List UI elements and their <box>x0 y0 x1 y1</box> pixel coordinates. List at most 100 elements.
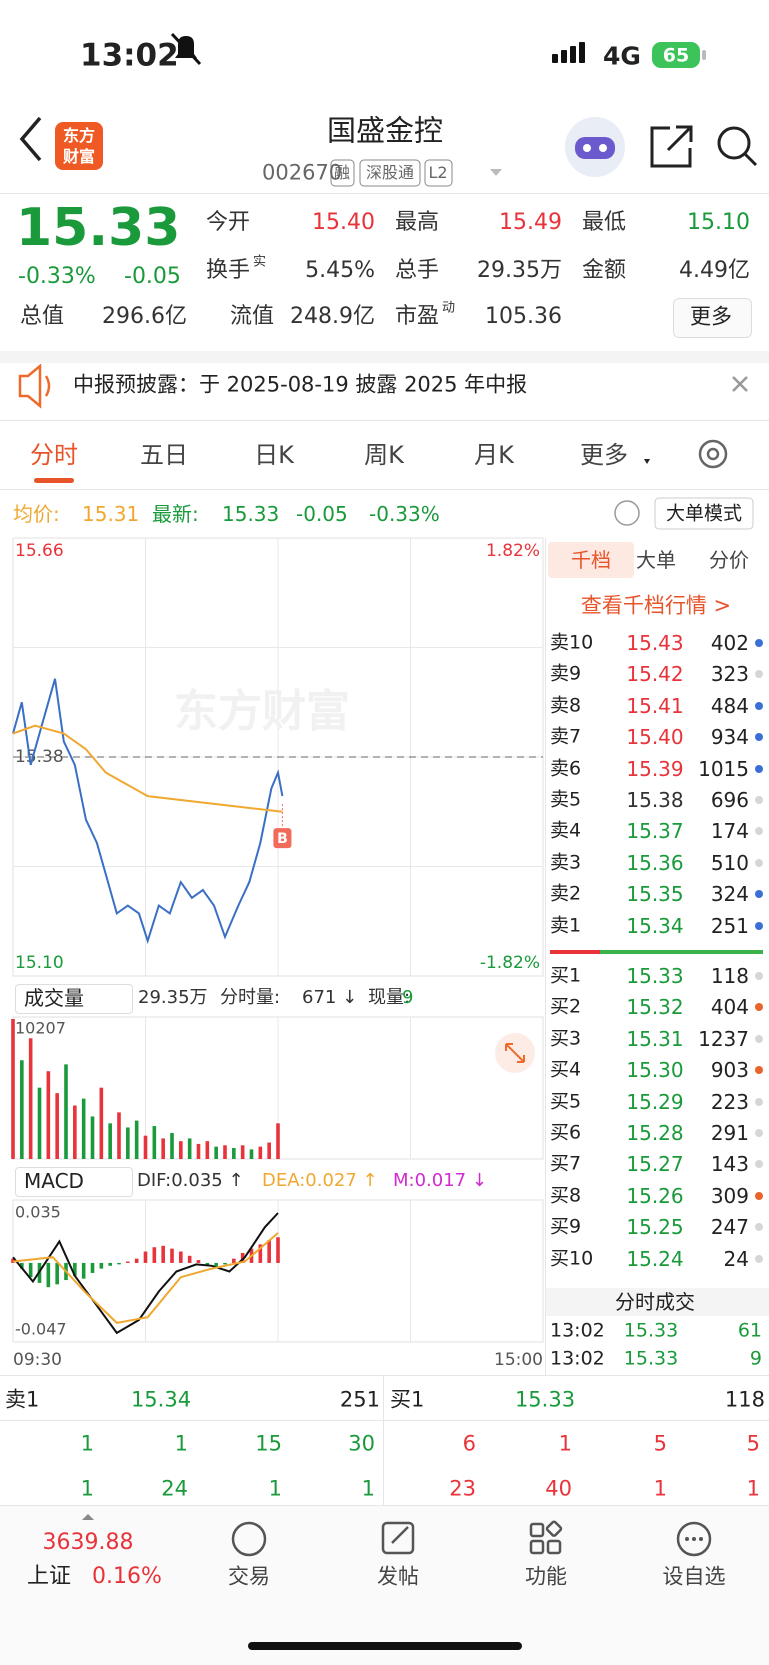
book-dot <box>755 921 763 930</box>
macd-bar <box>161 1245 165 1263</box>
book-volume: 903 <box>710 1058 749 1083</box>
volume-info: 现量: <box>368 987 411 1008</box>
nav-item[interactable]: 发帖 <box>377 1564 419 1589</box>
index-value[interactable]: 3639.88 <box>42 1530 134 1555</box>
nav-item[interactable]: 功能 <box>525 1564 567 1589</box>
volume-bar <box>152 1126 157 1159</box>
divider <box>545 538 546 1375</box>
field-value: 5.45% <box>305 258 375 283</box>
y2-tick-label: 1.82% <box>486 541 540 561</box>
volume-bar <box>258 1146 263 1159</box>
book-label: 卖1 <box>550 914 582 937</box>
book-volume: 247 <box>710 1215 749 1240</box>
index-change[interactable]: 0.16% <box>92 1564 162 1589</box>
depth-bar-sell <box>550 950 600 954</box>
macd-info: DIF:0.035 ↑ <box>137 1170 244 1191</box>
book-tab[interactable]: 千档 <box>571 548 611 572</box>
macd-bar <box>205 1262 210 1266</box>
depth-cell: 1 <box>653 1476 667 1501</box>
status-icons <box>170 32 706 68</box>
book-volume: 404 <box>710 995 749 1020</box>
book-price: 15.41 <box>626 693 684 718</box>
divider <box>383 1375 384 1505</box>
more-button[interactable]: 更多 <box>690 304 732 329</box>
close-notice[interactable] <box>732 376 748 392</box>
macd-bar <box>134 1258 139 1263</box>
period-tab[interactable]: 更多 <box>580 441 628 469</box>
period-tab[interactable]: 分时 <box>30 441 78 469</box>
trade-volume: 9 <box>749 1347 762 1370</box>
book-price: 15.40 <box>626 725 684 750</box>
battery: 65 <box>662 44 690 67</box>
book-dot <box>755 1254 763 1263</box>
depth-cell: 1 <box>558 1431 572 1456</box>
macd-bar <box>223 1262 227 1265</box>
mode-label[interactable]: 大单模式 <box>665 502 743 525</box>
y-tick-label: 0.035 <box>15 1203 61 1222</box>
book-volume: 324 <box>710 882 749 907</box>
stock-code: 002670 <box>262 160 343 185</box>
info-avg: 15.31 <box>82 502 140 526</box>
book-tab[interactable]: 分价 <box>709 548 749 572</box>
selector-box[interactable] <box>15 1167 133 1197</box>
volume-bar <box>117 1112 121 1159</box>
book-price: 15.35 <box>626 882 684 907</box>
macd-bar <box>81 1262 86 1279</box>
macd-bar <box>73 1262 77 1276</box>
macd-bar <box>46 1262 51 1288</box>
nav-item[interactable]: 设自选 <box>662 1564 726 1589</box>
book-volume: 484 <box>710 693 749 718</box>
book-volume: 118 <box>710 964 749 988</box>
logo-text: 财富 <box>62 147 96 166</box>
index-name[interactable]: 上证 <box>27 1564 72 1589</box>
trade-volume: 61 <box>737 1319 762 1342</box>
volume-bar <box>223 1145 227 1159</box>
book-price: 15.37 <box>626 819 684 844</box>
nav-icons <box>82 1514 712 1650</box>
more-button-box[interactable] <box>673 298 752 338</box>
book-link[interactable]: 查看千档行情 > <box>580 593 732 618</box>
book-price: 15.27 <box>626 1152 684 1177</box>
selector-box[interactable] <box>15 984 133 1014</box>
divider <box>0 489 769 490</box>
back-button[interactable] <box>19 116 42 162</box>
book-price: 15.43 <box>626 631 684 655</box>
book-label: 卖4 <box>550 819 582 842</box>
book-price: 15.42 <box>626 662 684 687</box>
depth-price: 15.33 <box>514 1387 576 1412</box>
divider <box>0 351 769 363</box>
period-tab[interactable]: 周K <box>364 441 404 469</box>
book-volume: 934 <box>710 725 749 750</box>
book-volume: 1015 <box>698 756 749 781</box>
period-tab[interactable]: 五日 <box>140 441 188 469</box>
watermark: 东方财富 <box>174 686 350 737</box>
depth-cell: 40 <box>545 1476 572 1501</box>
nav-item[interactable]: 交易 <box>228 1564 270 1589</box>
divider <box>0 420 769 421</box>
period-tab[interactable]: 日K <box>254 441 294 469</box>
series-line <box>12 678 284 945</box>
share-button[interactable] <box>650 125 693 168</box>
search-button[interactable] <box>717 126 758 167</box>
trades-title[interactable]: 分时成交 <box>615 1290 695 1314</box>
depth-volume: 118 <box>724 1387 765 1412</box>
book-tab[interactable]: 大单 <box>636 548 676 572</box>
period-tab[interactable]: 月K <box>474 441 514 469</box>
book-label: 卖6 <box>550 757 582 780</box>
field-value: 248.9亿 <box>290 304 375 329</box>
macd-bar <box>108 1262 112 1266</box>
buy-marker-box <box>273 828 292 849</box>
depth-cell: 1 <box>746 1476 760 1501</box>
book-price: 15.32 <box>626 995 684 1020</box>
big-order-mode[interactable] <box>654 497 754 530</box>
depth-cell: 5 <box>653 1431 667 1456</box>
field-label: 今开 <box>206 210 251 235</box>
depth-cell: 1 <box>174 1431 188 1456</box>
settings-button[interactable] <box>698 439 728 469</box>
macd-bar <box>179 1251 183 1263</box>
book-price: 15.30 <box>626 1058 684 1083</box>
depth-bar-buy <box>600 950 763 954</box>
book-label: 卖9 <box>550 662 582 685</box>
depth-cell: 1 <box>80 1431 94 1456</box>
trades-header-bg <box>546 1288 769 1316</box>
